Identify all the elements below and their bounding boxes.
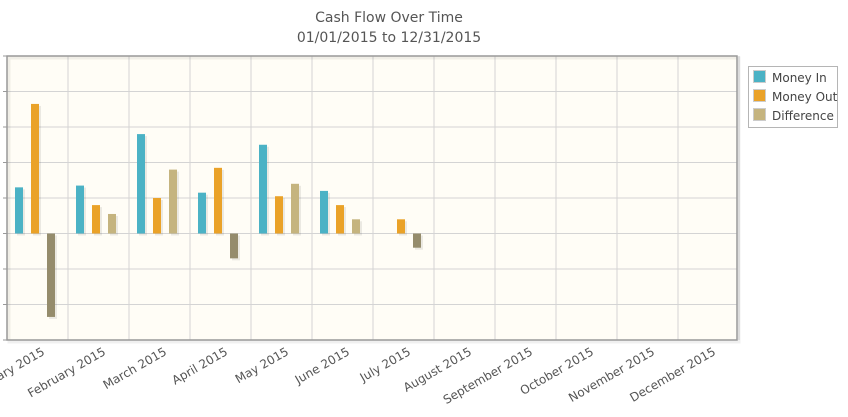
legend-swatch-difference	[753, 108, 766, 121]
bar-money-out[interactable]	[92, 205, 100, 234]
bar-money-in[interactable]	[320, 190, 328, 234]
x-tick-label: July 2015	[357, 344, 413, 385]
legend-label-money-in: Money In	[772, 71, 827, 85]
legend-swatch-money-out	[753, 89, 766, 102]
plot-shadow	[7, 56, 741, 344]
bar-difference[interactable]	[291, 183, 299, 234]
chart-title: Cash Flow Over Time 01/01/2015 to 12/31/…	[0, 8, 778, 48]
bar-money-out[interactable]	[397, 219, 405, 234]
x-tick-label: June 2015	[292, 344, 352, 387]
bar-difference[interactable]	[352, 219, 360, 234]
bar-money-in[interactable]	[76, 185, 84, 234]
legend-label-difference: Difference	[772, 109, 834, 123]
legend-item-difference[interactable]: Difference	[753, 108, 834, 124]
x-tick-label: May 2015	[233, 344, 291, 386]
legend-swatch-money-in	[753, 70, 766, 83]
x-tick-label: April 2015	[169, 344, 230, 387]
x-tick-label: March 2015	[101, 344, 169, 392]
legend-item-money-in[interactable]: Money In	[753, 70, 827, 86]
bar-difference[interactable]	[230, 233, 238, 259]
bar-money-out[interactable]	[214, 167, 222, 234]
bar-difference[interactable]	[169, 169, 177, 234]
legend-label-money-out: Money Out	[772, 90, 838, 104]
bar-money-in[interactable]	[137, 134, 145, 234]
chart-legend: Money In Money Out Difference	[748, 66, 838, 128]
bar-money-in[interactable]	[259, 144, 267, 234]
bar-money-out[interactable]	[336, 205, 344, 234]
bar-money-in[interactable]	[198, 192, 206, 234]
bar-difference[interactable]	[47, 233, 55, 317]
plot-border	[6, 55, 738, 341]
bar-money-out[interactable]	[31, 103, 39, 234]
legend-item-money-out[interactable]: Money Out	[753, 89, 837, 105]
chart-title-text: Cash Flow Over Time	[315, 10, 463, 26]
bar-money-out[interactable]	[275, 196, 283, 234]
chart-subtitle-text: 01/01/2015 to 12/31/2015	[296, 30, 482, 46]
bar-money-in[interactable]	[15, 187, 23, 234]
bar-difference[interactable]	[413, 233, 421, 248]
bar-money-out[interactable]	[153, 198, 161, 234]
bar-difference[interactable]	[108, 213, 116, 234]
